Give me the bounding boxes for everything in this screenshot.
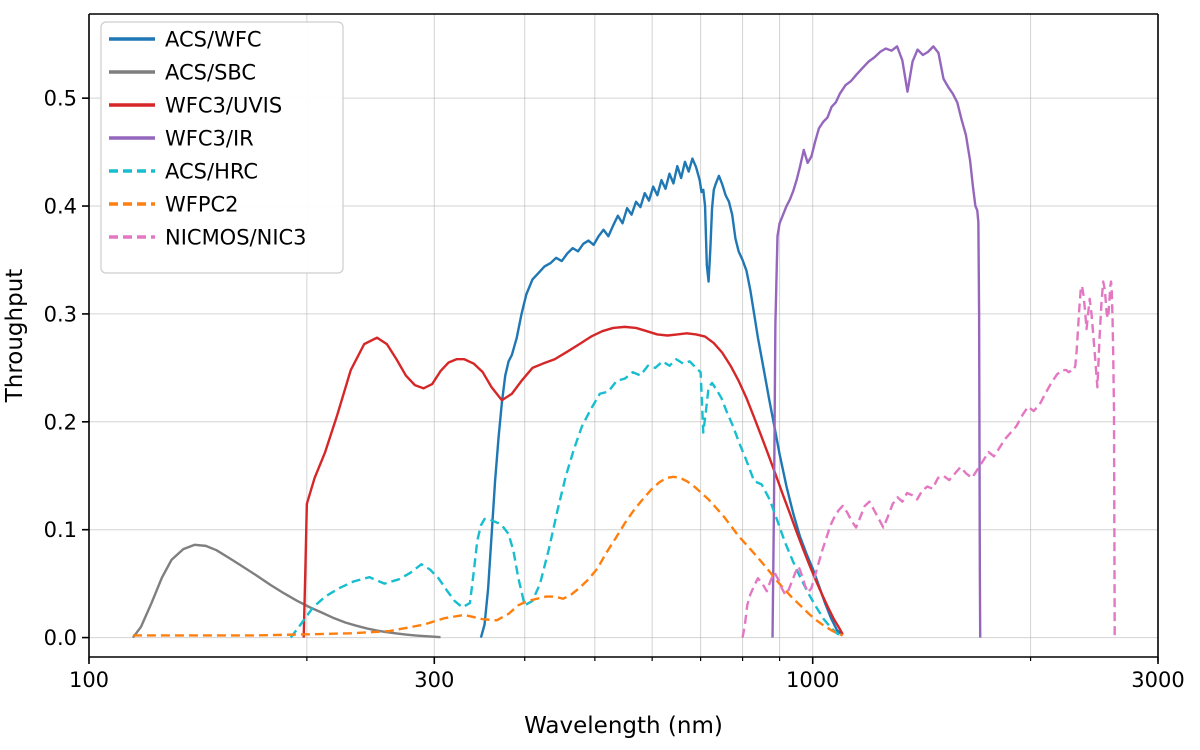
legend-label: WFC3/UVIS	[165, 94, 282, 118]
series-line-acs-sbc	[131, 543, 441, 639]
x-tick-label: 300	[414, 668, 454, 692]
x-axis: 100 300 1000 3000	[69, 657, 1185, 692]
legend-item-acs-sbc[interactable]: ACS/SBC	[109, 61, 256, 85]
legend-box	[100, 21, 344, 274]
legend: ACS/WFC ACS/SBC WFC3/UVIS WFC3/IR ACS/HRC WFP…	[100, 21, 344, 274]
series-line-wfpc2	[132, 475, 844, 637]
legend-label: WFPC2	[165, 193, 239, 217]
y-tick-label: 0.2	[44, 410, 77, 434]
y-axis-title: Throughput	[2, 269, 28, 404]
x-tick-label: 1000	[786, 668, 839, 692]
legend-label: ACS/HRC	[165, 160, 258, 184]
x-tick-label: 100	[69, 668, 109, 692]
axis-spines	[88, 13, 1159, 658]
y-axis: 0.0 0.1 0.2 0.3 0.4 0.5	[44, 87, 89, 650]
y-tick-label: 0.5	[44, 87, 77, 111]
series-line-acs-hrc	[289, 358, 844, 639]
legend-label: ACS/SBC	[165, 61, 256, 85]
legend-label: ACS/WFC	[165, 28, 262, 52]
y-tick-label: 0.1	[44, 518, 77, 542]
legend-item-wfc3-ir[interactable]: WFC3/IR	[109, 127, 254, 151]
legend-item-nicmos-nic3[interactable]: NICMOS/NIC3	[109, 226, 307, 250]
data-series-group	[131, 45, 1116, 639]
y-tick-label: 0.4	[44, 195, 77, 219]
legend-label: WFC3/IR	[165, 127, 254, 151]
legend-item-wfpc2[interactable]: WFPC2	[109, 193, 239, 217]
series-line-acs-wfc	[479, 157, 844, 638]
series-line-wfc3-uvis	[302, 325, 844, 638]
x-tick-label: 3000	[1131, 668, 1184, 692]
legend-label: NICMOS/NIC3	[165, 226, 307, 250]
y-tick-label: 0.0	[44, 626, 77, 650]
x-axis-title: Wavelength (nm)	[524, 713, 723, 739]
series-line-wfc3-ir	[771, 45, 982, 638]
legend-item-wfc3-uvis[interactable]: WFC3/UVIS	[109, 94, 282, 118]
y-tick-label: 0.3	[44, 302, 77, 326]
legend-item-acs-hrc[interactable]: ACS/HRC	[109, 160, 258, 184]
legend-item-acs-wfc[interactable]: ACS/WFC	[109, 28, 262, 52]
